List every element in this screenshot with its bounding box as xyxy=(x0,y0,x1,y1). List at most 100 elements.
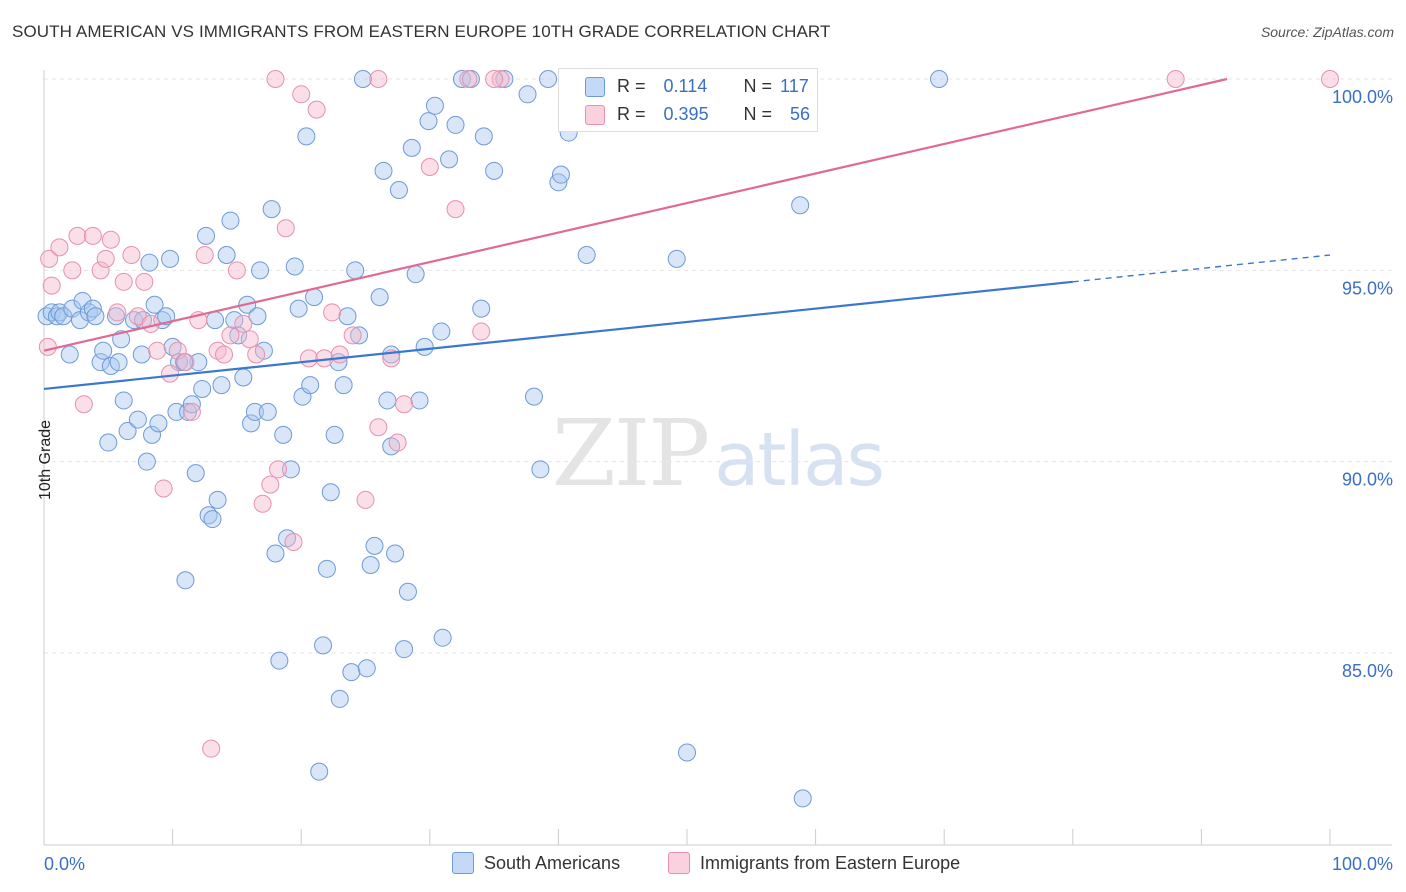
data-point-south-americans xyxy=(245,402,264,421)
trend-line-eastern-europe xyxy=(43,77,1228,352)
data-point-south-americans xyxy=(361,555,380,574)
axes xyxy=(43,70,1392,846)
data-point-eastern-europe xyxy=(148,341,167,360)
legend-label: South Americans xyxy=(484,852,621,873)
data-point-south-americans xyxy=(402,138,421,157)
data-point-south-americans xyxy=(531,460,550,479)
data-point-eastern-europe xyxy=(68,226,87,245)
data-point-eastern-europe xyxy=(154,479,173,498)
data-point-eastern-europe xyxy=(369,418,388,437)
data-point-south-americans xyxy=(182,395,201,414)
data-point-eastern-europe xyxy=(202,739,221,758)
data-point-south-americans xyxy=(161,249,180,268)
data-point-south-americans xyxy=(274,425,293,444)
stats-legend: R = 0.114 N = 117 R = 0.395 N = 56 xyxy=(558,68,818,132)
data-point-eastern-europe xyxy=(91,261,110,280)
data-point-eastern-europe xyxy=(83,226,102,245)
chart-title: SOUTH AMERICAN VS IMMIGRANTS FROM EASTER… xyxy=(12,22,831,41)
data-point-south-americans xyxy=(193,379,212,398)
data-point-south-americans xyxy=(353,70,372,88)
data-point-south-americans xyxy=(474,127,493,146)
legend-row-eastern-europe: R = 0.395 N = 56 xyxy=(585,103,810,125)
y-tick-label: 95.0% xyxy=(1342,278,1393,298)
series-eastern-europe xyxy=(38,70,1339,758)
data-point-south-americans xyxy=(258,402,277,421)
data-point-south-americans xyxy=(791,196,810,215)
data-point-eastern-europe xyxy=(108,303,127,322)
data-point-south-americans xyxy=(186,464,205,483)
data-point-south-americans xyxy=(317,559,336,578)
data-point-eastern-europe xyxy=(356,490,375,509)
data-point-eastern-europe xyxy=(420,158,439,177)
data-point-south-americans xyxy=(524,387,543,406)
legend-n-value: 117 xyxy=(780,75,809,96)
data-point-south-americans xyxy=(425,96,444,115)
data-point-south-americans xyxy=(419,112,438,131)
data-point-south-americans xyxy=(321,483,340,502)
x-tick-label: 0.0% xyxy=(44,854,85,874)
data-point-south-americans xyxy=(266,544,285,563)
data-point-eastern-europe xyxy=(122,246,141,265)
source-label: Source: ZipAtlas.com xyxy=(1260,24,1394,40)
legend-item-south-americans[interactable]: South Americans xyxy=(452,852,620,874)
data-point-south-americans xyxy=(350,326,369,345)
data-point-south-americans xyxy=(398,582,417,601)
data-point-south-americans xyxy=(678,743,696,762)
data-point-eastern-europe xyxy=(50,238,69,257)
data-point-eastern-europe xyxy=(234,314,253,333)
watermark: ZIPatlas xyxy=(552,400,885,507)
series-legend: South Americans Immigrants from Eastern … xyxy=(0,852,1406,878)
data-point-eastern-europe xyxy=(101,230,120,249)
y-axis-label: 10th Grade xyxy=(37,419,55,501)
data-point-eastern-europe xyxy=(161,364,180,383)
data-point-south-americans xyxy=(208,490,227,509)
legend-swatch-pink xyxy=(668,852,690,874)
data-point-south-americans xyxy=(325,425,344,444)
legend-r-value: 0.114 xyxy=(663,75,708,96)
data-point-eastern-europe xyxy=(343,326,362,345)
data-point-eastern-europe xyxy=(182,402,201,421)
data-point-south-americans xyxy=(365,536,384,555)
data-point-south-americans xyxy=(330,689,349,708)
data-point-south-americans xyxy=(99,433,118,452)
legend-label: Immigrants from Eastern Europe xyxy=(700,852,961,873)
data-point-eastern-europe xyxy=(307,100,326,119)
data-point-south-americans xyxy=(251,261,270,280)
data-point-south-americans xyxy=(60,345,79,364)
data-point-south-americans xyxy=(137,452,156,471)
data-point-south-americans xyxy=(386,544,405,563)
data-point-south-americans xyxy=(577,246,596,265)
data-point-south-americans xyxy=(472,299,491,318)
data-point-south-americans xyxy=(109,353,128,372)
data-point-south-americans xyxy=(132,345,151,364)
data-point-eastern-europe xyxy=(215,345,234,364)
legend-item-eastern-europe[interactable]: Immigrants from Eastern Europe xyxy=(668,852,960,874)
data-point-south-americans xyxy=(248,307,267,326)
data-point-eastern-europe xyxy=(276,219,295,238)
trend-line-south-americans xyxy=(43,280,1073,391)
data-point-eastern-europe xyxy=(369,70,388,88)
data-point-south-americans xyxy=(54,307,73,326)
data-point-south-americans xyxy=(221,211,240,230)
data-point-south-americans xyxy=(310,762,329,781)
data-point-south-americans xyxy=(432,322,451,341)
watermark-atlas: atlas xyxy=(714,417,885,503)
data-point-south-americans xyxy=(145,295,164,314)
data-point-eastern-europe xyxy=(323,303,342,322)
data-point-south-americans xyxy=(793,789,812,808)
data-point-south-americans xyxy=(551,165,570,184)
data-point-south-americans xyxy=(452,70,471,88)
data-point-eastern-europe xyxy=(269,460,288,479)
data-point-south-americans xyxy=(176,571,195,590)
legend-row-south-americans: R = 0.114 N = 117 xyxy=(585,75,809,97)
data-point-eastern-europe xyxy=(74,395,93,414)
y-tick-label: 100.0% xyxy=(1332,87,1393,107)
data-point-south-americans xyxy=(86,307,105,326)
data-point-eastern-europe xyxy=(40,249,59,268)
data-point-eastern-europe xyxy=(114,272,133,291)
data-point-eastern-europe xyxy=(395,395,414,414)
data-point-south-americans xyxy=(234,368,253,387)
data-point-south-americans xyxy=(342,663,361,682)
data-point-eastern-europe xyxy=(330,345,349,364)
data-point-south-americans xyxy=(495,70,514,88)
